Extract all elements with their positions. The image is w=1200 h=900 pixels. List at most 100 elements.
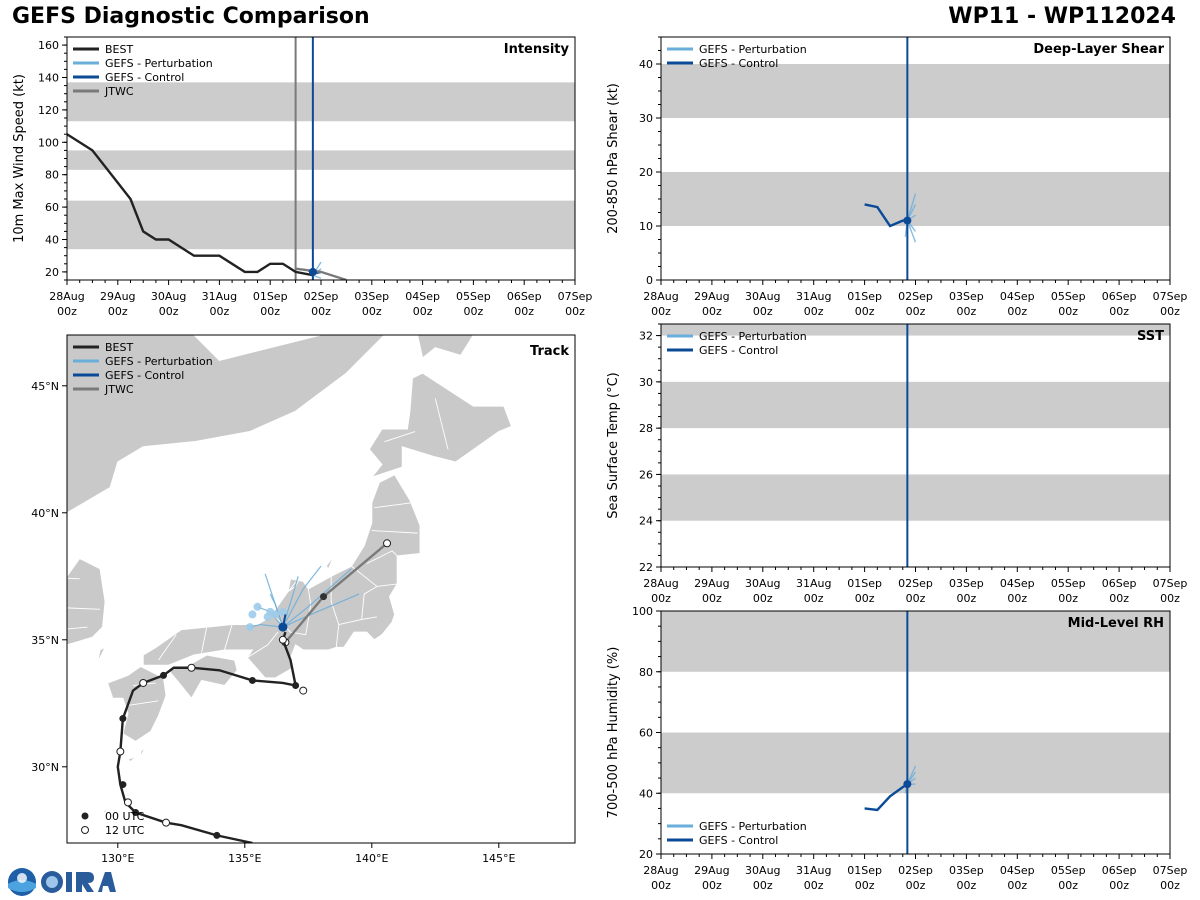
y-tick-label: 32 (639, 330, 653, 343)
track-chart: 130°E 135°E 140°E 145°E 30°N 35°N 40°N 45°N Trac… (31, 334, 576, 865)
legend-label: JTWC (104, 383, 134, 396)
x-tick-hour: 00z (804, 592, 824, 605)
region-border (351, 565, 378, 620)
x-tick-date: 02Sep (898, 864, 933, 877)
x-tick-hour: 00z (464, 305, 484, 318)
reference-band (67, 200, 575, 250)
y-tick-label: 28 (639, 422, 653, 435)
legend-label: GEFS - Control (105, 71, 184, 84)
x-tick-hour: 00z (855, 592, 875, 605)
ensemble-track-line (282, 593, 360, 628)
panel-title: SST (1137, 329, 1164, 344)
best-12utc-marker (123, 798, 132, 807)
land-area (417, 335, 474, 359)
rh-chart: 20 40 60 80 100 28Aug 00z 29Aug 00z 30Aug 00z 31Aug… (606, 605, 1187, 892)
x-tick-date: 07Sep (1153, 290, 1188, 303)
legend-label: GEFS - Perturbation (105, 57, 213, 70)
jtwc-00utc-marker (320, 593, 328, 601)
x-tick-date: 06Sep (1102, 577, 1137, 590)
ensemble-track-point (245, 623, 254, 632)
x-tick-hour: 00z (362, 305, 382, 318)
x-tick-date: 01Sep (847, 290, 882, 303)
best-00utc-marker (213, 831, 221, 839)
region-border (376, 583, 398, 587)
y-tick-label: 80 (45, 169, 59, 182)
ensemble-member-line (312, 274, 322, 280)
y-tick-label: 45°N (31, 380, 59, 393)
ensemble-track-line (282, 565, 322, 628)
intensity-chart: 20 40 60 80 100 120 140 160 28Aug 00z 29Aug 00z 30Au… (12, 36, 592, 318)
reference-band (661, 64, 1170, 118)
reference-band (661, 474, 1170, 521)
x-tick-hour: 00z (957, 592, 977, 605)
x-tick-hour: 00z (108, 305, 128, 318)
y-tick-label: 10 (639, 220, 653, 233)
land-area (167, 654, 238, 700)
ensemble-track-point (248, 610, 257, 619)
legend-label: GEFS - Control (699, 834, 778, 847)
storm-id-title: WP11 - WP112024 (948, 4, 1176, 29)
x-tick-date: 30Aug (745, 577, 780, 590)
best-00utc-marker (119, 781, 127, 789)
region-border (371, 530, 418, 534)
y-tick-label: 60 (45, 201, 59, 214)
x-tick-date: 30Aug (151, 290, 186, 303)
y-tick-label: 120 (38, 104, 59, 117)
y-tick-label: 24 (639, 515, 653, 528)
x-tick-hour: 00z (753, 879, 773, 892)
region-border (366, 550, 398, 565)
region-border (67, 626, 88, 630)
x-tick-hour: 00z (906, 305, 926, 318)
best-00utc-marker (248, 676, 256, 684)
x-tick-hour: 00z (1058, 305, 1078, 318)
x-tick-date: 05Sep (1051, 290, 1086, 303)
region-border (158, 634, 177, 661)
x-tick-hour: 00z (702, 879, 722, 892)
land-area (127, 756, 136, 763)
x-tick-date: 30Aug (745, 864, 780, 877)
shear-chart: 0 10 20 30 40 28Aug 00z 29Aug 00z 30Aug 00z 31Aug 00… (606, 36, 1188, 318)
x-tick-hour: 00z (906, 592, 926, 605)
ensemble-track-line (282, 568, 352, 628)
x-tick-date: 31Aug (796, 290, 831, 303)
x-tick-date: 01Sep (253, 290, 288, 303)
x-tick-date: 29Aug (694, 864, 729, 877)
best-12utc-marker (116, 747, 125, 756)
y-tick-label: 22 (639, 561, 653, 574)
reference-band (661, 381, 1170, 429)
y-tick-label: 20 (45, 266, 59, 279)
jtwc-12utc-marker (383, 539, 392, 548)
panel-title: Intensity (504, 42, 570, 57)
x-tick-hour: 00z (1007, 305, 1027, 318)
x-tick-hour: 00z (651, 879, 671, 892)
x-tick-date: 02Sep (898, 577, 933, 590)
track-plot-area (67, 335, 575, 843)
reference-band (661, 324, 1170, 336)
y-tick-label: 40 (45, 234, 59, 247)
x-tick-hour: 00z (1160, 305, 1180, 318)
x-tick-hour: 00z (804, 879, 824, 892)
marker-legend-label: 12 UTC (105, 824, 145, 837)
best-00utc-marker (160, 671, 168, 679)
control-track-point (278, 622, 288, 632)
x-tick-hour: 00z (957, 305, 977, 318)
x-tick-date: 05Sep (1051, 864, 1086, 877)
legend-label: GEFS - Perturbation (699, 43, 807, 56)
x-tick-date: 28Aug (643, 290, 678, 303)
reference-band (661, 172, 1170, 226)
x-tick-date: 05Sep (1051, 577, 1086, 590)
region-border (201, 627, 208, 653)
region-border (434, 398, 449, 450)
x-tick-hour: 00z (57, 305, 77, 318)
x-tick-hour: 00z (1007, 879, 1027, 892)
x-tick-hour: 00z (753, 592, 773, 605)
x-tick-hour: 00z (702, 592, 722, 605)
x-tick-date: 06Sep (1102, 290, 1137, 303)
control-current-point (903, 216, 912, 225)
x-tick-hour: 00z (906, 879, 926, 892)
ensemble-track-point (278, 607, 287, 616)
marker-legend-12utc (81, 826, 89, 834)
land-area (67, 335, 386, 646)
x-tick-label: 140°E (355, 852, 388, 865)
x-tick-hour: 00z (702, 305, 722, 318)
